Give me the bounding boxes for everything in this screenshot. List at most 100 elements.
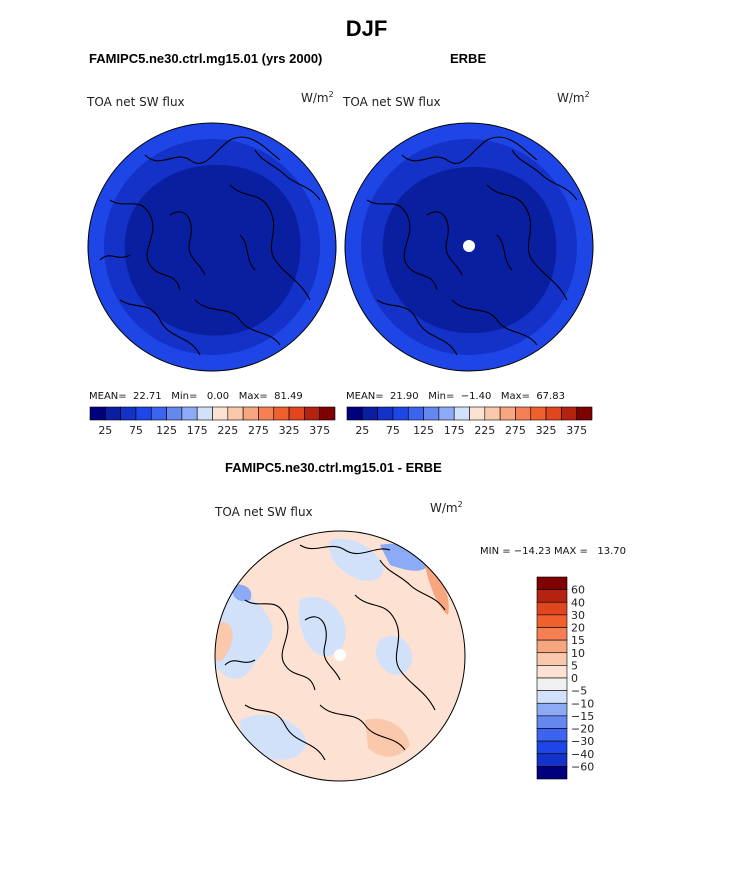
diff-colorbar-swatch xyxy=(536,766,568,780)
panel1-colorbar-swatch xyxy=(166,406,183,421)
panel2-colorbar-tick-label: 225 xyxy=(474,424,495,437)
panel1-colorbar-swatch xyxy=(135,406,152,421)
panel1-colorbar-swatch xyxy=(120,406,137,421)
diff-colorbar-tick-label: −30 xyxy=(571,735,594,748)
diff-colorbar-swatch xyxy=(536,639,568,654)
panel1-colorbar-swatch xyxy=(288,406,305,421)
panel1-colorbar-tick-label: 25 xyxy=(98,424,112,437)
diff-minmax: MIN = −14.23 MAX = 13.70 xyxy=(480,546,627,557)
diff-colorbar-swatch xyxy=(536,601,568,616)
panel1-colorbar-swatch xyxy=(273,406,290,421)
panel1-polar-map xyxy=(88,123,336,371)
panel2-colorbar-swatch xyxy=(576,406,593,421)
panel2-colorbar-swatch xyxy=(499,406,516,421)
panel1-colorbar-swatch xyxy=(150,406,167,421)
panel2-colorbar-tick-label: 175 xyxy=(444,424,465,437)
figure-title: DJF xyxy=(345,16,388,41)
diff-colorbar-tick-label: 30 xyxy=(571,609,585,622)
panel2-colorbar-swatch xyxy=(362,406,378,421)
panel1-colorbar-tick-label: 275 xyxy=(248,424,269,437)
panel2-colorbar-tick-label: 375 xyxy=(566,424,587,437)
panel1-colorbar-swatch xyxy=(227,406,244,421)
panel2-colorbar: 25 75 125 175 225 275 325 375 xyxy=(346,406,593,437)
diff-colorbar-tick-label: 40 xyxy=(571,596,585,609)
panel2-colorbar-swatch xyxy=(561,406,577,421)
panel1-colorbar-swatch xyxy=(319,406,336,421)
diff-variable-label: TOA net SW flux xyxy=(215,505,313,519)
panel2-colorbar-tick-label: 275 xyxy=(505,424,526,437)
panel2-colorbar-swatch xyxy=(392,406,409,421)
panel2-stats: MEAN= 21.90 Min= −1.40 Max= 67.83 xyxy=(346,391,565,402)
panel2-colorbar-tick-label: 125 xyxy=(413,424,434,437)
panel2-colorbar-tick-label: 325 xyxy=(536,424,557,437)
diff-colorbar-tick-label: 0 xyxy=(571,672,578,685)
diff-colorbar-swatch xyxy=(536,702,568,717)
diff-colorbar-tick-label: 10 xyxy=(571,647,585,660)
panel1-colorbar-tick-label: 75 xyxy=(129,424,143,437)
panel1-variable-label: TOA net SW flux xyxy=(87,95,185,109)
panel2-case-title: ERBE xyxy=(450,51,487,66)
panel1-colorbar-swatch xyxy=(89,406,106,421)
panel1-colorbar-tick-label: 375 xyxy=(309,424,330,437)
panel2-colorbar-swatch xyxy=(530,406,547,421)
panel1-colorbar-tick-label: 225 xyxy=(217,424,238,437)
diff-title: FAMIPC5.ne30.ctrl.mg15.01 - ERBE xyxy=(225,460,442,475)
diff-colorbar-swatch xyxy=(536,589,568,603)
diff-colorbar-swatch xyxy=(536,753,568,767)
panel2-colorbar-swatch xyxy=(346,406,363,421)
diff-units-label: W/m2 xyxy=(430,500,463,515)
panel1-units-label: W/m2 xyxy=(301,90,334,105)
panel2-colorbar-tick-label: 25 xyxy=(355,424,369,437)
panel2-colorbar-swatch xyxy=(484,406,501,421)
panel2-coastlines xyxy=(366,136,578,356)
diff-colorbar-swatch xyxy=(536,652,568,666)
panel1-colorbar-swatch xyxy=(105,406,121,421)
diff-colorbar-swatch xyxy=(536,715,568,729)
diff-colorbar-tick-label: 15 xyxy=(571,634,585,647)
panel1-stats: MEAN= 22.71 Min= 0.00 Max= 81.49 xyxy=(89,391,303,402)
panel1-colorbar-tick-label: 175 xyxy=(187,424,208,437)
panel1-colorbar-swatch xyxy=(196,406,213,421)
panel1-map-border xyxy=(87,122,337,372)
diff-colorbar-tick-label: 5 xyxy=(571,659,578,672)
panel1-colorbar-swatch xyxy=(258,406,275,421)
panel2-pole-marker xyxy=(463,240,475,252)
panel2-map-border xyxy=(344,122,594,372)
diff-colorbar-tick-label: −60 xyxy=(571,760,594,773)
diff-colorbar-tick-label: −5 xyxy=(571,685,587,698)
diff-colorbar-tick-label: −40 xyxy=(571,748,594,761)
panel2-colorbar-swatch xyxy=(377,406,394,421)
diff-map-border xyxy=(214,530,466,782)
diff-coastlines xyxy=(224,544,446,761)
panel1-colorbar-swatch xyxy=(304,406,320,421)
diff-colorbar-swatch xyxy=(536,627,568,641)
panel2-units-label: W/m2 xyxy=(557,90,590,105)
diff-colorbar-tick-label: −15 xyxy=(571,710,594,723)
panel2-colorbar-swatch xyxy=(469,406,486,421)
diff-colorbar-swatch xyxy=(536,614,568,628)
diff-colorbar-swatch xyxy=(536,690,568,704)
panel2-colorbar-swatch xyxy=(545,406,562,421)
panel1-colorbar: 25 75 125 175 225 275 325 375 xyxy=(89,406,336,437)
diff-colorbar-swatch xyxy=(536,576,568,590)
panel1-case-title: FAMIPC5.ne30.ctrl.mg15.01 (yrs 2000) xyxy=(89,51,323,66)
panel2-colorbar-swatch xyxy=(438,406,455,421)
panel1-colorbar-tick-label: 125 xyxy=(156,424,177,437)
panel1-colorbar-swatch xyxy=(242,406,259,421)
diff-colorbar-swatch xyxy=(536,677,568,691)
panel2-colorbar-swatch xyxy=(407,406,424,421)
diff-colorbar-tick-label: 60 xyxy=(571,584,585,597)
panel2-colorbar-swatch xyxy=(423,406,440,421)
panel1-colorbar-swatch xyxy=(212,406,229,421)
panel1-colorbar-swatch xyxy=(181,406,198,421)
diff-pole-marker xyxy=(334,649,346,661)
diff-colorbar-swatch xyxy=(536,740,568,755)
diff-colorbar-tick-label: 20 xyxy=(571,622,585,635)
panel1-colorbar-tick-label: 325 xyxy=(279,424,300,437)
panel2-variable-label: TOA net SW flux xyxy=(343,95,441,109)
panel1-coastlines xyxy=(99,136,321,356)
diff-colorbar-swatch xyxy=(536,728,568,742)
diff-colorbar-swatch xyxy=(536,665,568,679)
panel2-colorbar-tick-label: 75 xyxy=(386,424,400,437)
